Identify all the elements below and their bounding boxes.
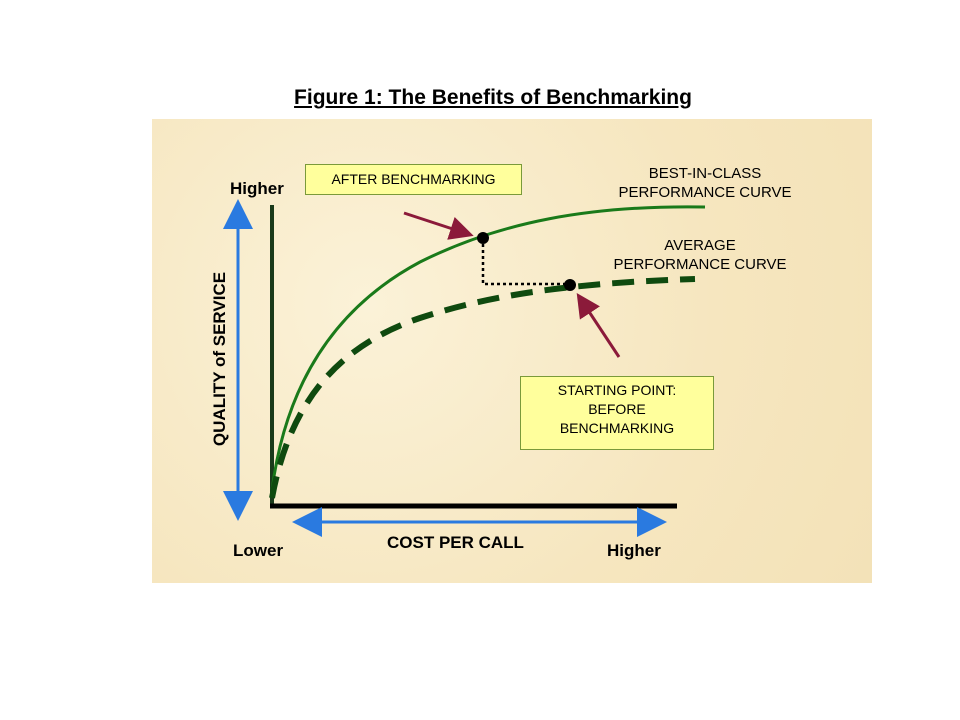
y-axis-label: QUALITY of SERVICE	[210, 271, 229, 447]
starting-point-box: STARTING POINT: BEFORE BENCHMARKING	[520, 376, 714, 450]
x-axis-label: COST PER CALL	[387, 533, 524, 552]
average-curve	[269, 276, 696, 499]
x-low-label: Lower	[233, 541, 284, 560]
after-point	[477, 232, 489, 244]
starting-point-line1: STARTING POINT:	[557, 382, 677, 398]
average-curve-label-line1: AVERAGE	[664, 237, 736, 254]
after-benchmarking-text: AFTER BENCHMARKING	[331, 171, 496, 187]
start-pointer-arrow	[576, 292, 621, 358]
figure-title: Figure 1: The Benefits of Benchmarking	[294, 86, 692, 109]
average-curve-label: AVERAGE PERFORMANCE CURVE	[600, 236, 800, 274]
after-pointer-arrow	[403, 211, 474, 240]
starting-point-line3: BENCHMARKING	[559, 420, 675, 436]
y-high-label: Higher	[230, 179, 284, 198]
x-high-label: Higher	[607, 541, 661, 560]
average-curve-label-line2: PERFORMANCE CURVE	[613, 256, 787, 273]
after-benchmarking-box: AFTER BENCHMARKING	[305, 164, 522, 195]
best-curve-label: BEST-IN-CLASS PERFORMANCE CURVE	[605, 164, 805, 202]
best-in-class-curve	[270, 205, 706, 491]
best-curve-label-line1: BEST-IN-CLASS	[648, 165, 762, 182]
starting-point-line2: BEFORE	[588, 401, 646, 417]
best-curve-label-line2: PERFORMANCE CURVE	[618, 184, 792, 201]
improvement-path	[481, 238, 570, 286]
starting-point	[564, 279, 576, 291]
